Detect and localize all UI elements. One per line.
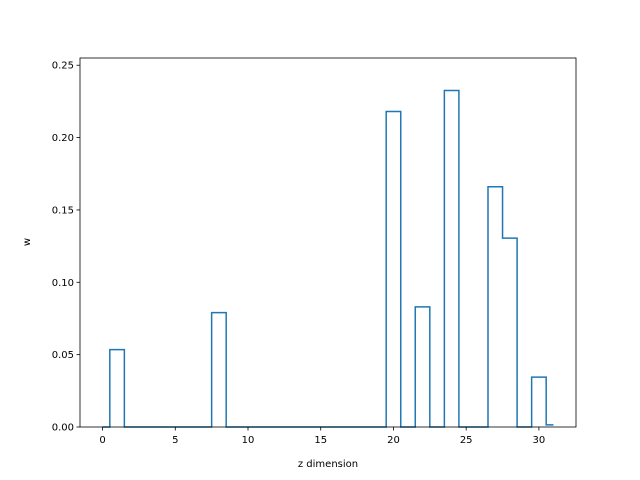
plot-area [79, 57, 577, 428]
y-tick-label: 0.15 [52, 205, 74, 216]
y-axis-label: w [22, 238, 33, 246]
x-tick-label: 20 [387, 435, 400, 446]
x-axis-ticks: 0 5 10 15 20 25 30 [99, 427, 545, 446]
plot-frame [79, 57, 577, 428]
y-tick-label: 0.10 [52, 278, 74, 289]
y-tick-label: 0.00 [52, 423, 74, 434]
x-tick-label: 25 [460, 435, 473, 446]
y-tick-label: 0.25 [52, 61, 74, 72]
x-axis-label: z dimension [298, 459, 358, 470]
y-tick-label: 0.05 [52, 350, 74, 361]
x-tick-label: 10 [242, 435, 255, 446]
x-tick-label: 0 [99, 435, 105, 446]
y-axis-ticks: 0.00 0.05 0.10 0.15 0.20 0.25 [52, 61, 80, 434]
x-tick-label: 30 [533, 435, 546, 446]
x-tick-label: 15 [314, 435, 327, 446]
y-tick-label: 0.20 [52, 133, 74, 144]
x-tick-label: 5 [172, 435, 178, 446]
